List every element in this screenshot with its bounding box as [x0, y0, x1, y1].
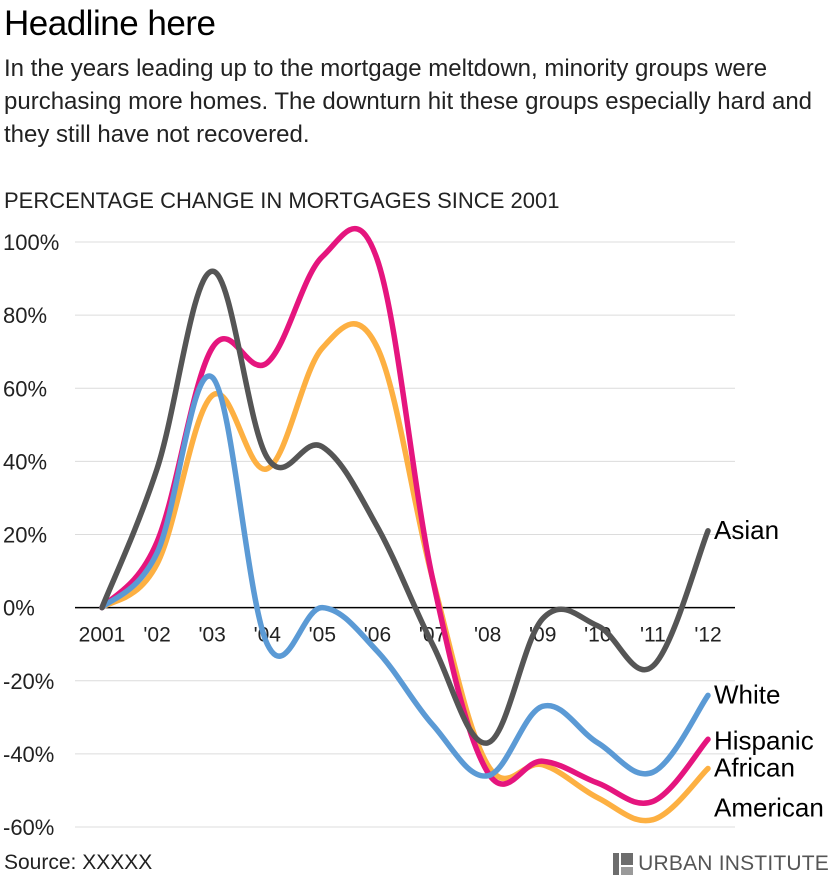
- x-tick-label: '05: [309, 624, 336, 647]
- y-tick-label: 0%: [3, 596, 35, 621]
- brand-logo: URBAN INSTITUTE: [613, 850, 829, 878]
- x-tick-label: '12: [694, 624, 721, 647]
- series-label-white: White: [714, 679, 780, 709]
- x-tick-label: 2001: [79, 624, 126, 647]
- source-note: Source: XXXXX: [4, 851, 153, 874]
- y-tick-label: 40%: [3, 449, 47, 474]
- series-lines: [99, 225, 711, 824]
- y-tick-label: 80%: [3, 303, 47, 328]
- y-tick-label: 100%: [3, 230, 59, 255]
- x-tick-label: '03: [198, 624, 225, 647]
- y-tick-label: 60%: [3, 376, 47, 401]
- y-tick-label: -60%: [3, 815, 54, 840]
- x-tick-label: '02: [143, 624, 170, 647]
- y-tick-label: 20%: [3, 523, 47, 548]
- headline: Headline here: [4, 4, 216, 43]
- y-axis-tick-labels: 100% 80% 60% 40% 20% 0% -20% -40% -60%: [3, 230, 59, 840]
- x-tick-label: '11: [640, 624, 666, 647]
- series-label-asian: Asian: [714, 515, 779, 545]
- line-chart: PERCENTAGE CHANGE IN MORTGAGES SINCE 200…: [3, 188, 824, 840]
- series-label-hispanic: Hispanic: [714, 725, 814, 755]
- y-tick-label: -40%: [3, 742, 54, 767]
- x-tick-label: '08: [474, 624, 501, 647]
- x-axis-tick-labels: 2001'02'03'04'05'06'07'08'09'10'11'12: [79, 624, 722, 647]
- series-label-african-american: African: [714, 753, 795, 783]
- series-line-hispanic: [99, 225, 711, 806]
- urban-institute-logo-icon: [613, 853, 634, 875]
- gridlines: [75, 241, 735, 828]
- series-line-asian: [99, 268, 711, 746]
- chart-title: PERCENTAGE CHANGE IN MORTGAGES SINCE 200…: [4, 188, 559, 213]
- y-tick-label: -20%: [3, 669, 54, 694]
- series-line-white: [99, 373, 711, 779]
- subtitle: In the years leading up to the mortgage …: [4, 55, 813, 148]
- series-line-african-american: [99, 321, 711, 824]
- series-label-african-american: American: [714, 793, 824, 823]
- brand-name: URBAN INSTITUTE: [638, 852, 829, 875]
